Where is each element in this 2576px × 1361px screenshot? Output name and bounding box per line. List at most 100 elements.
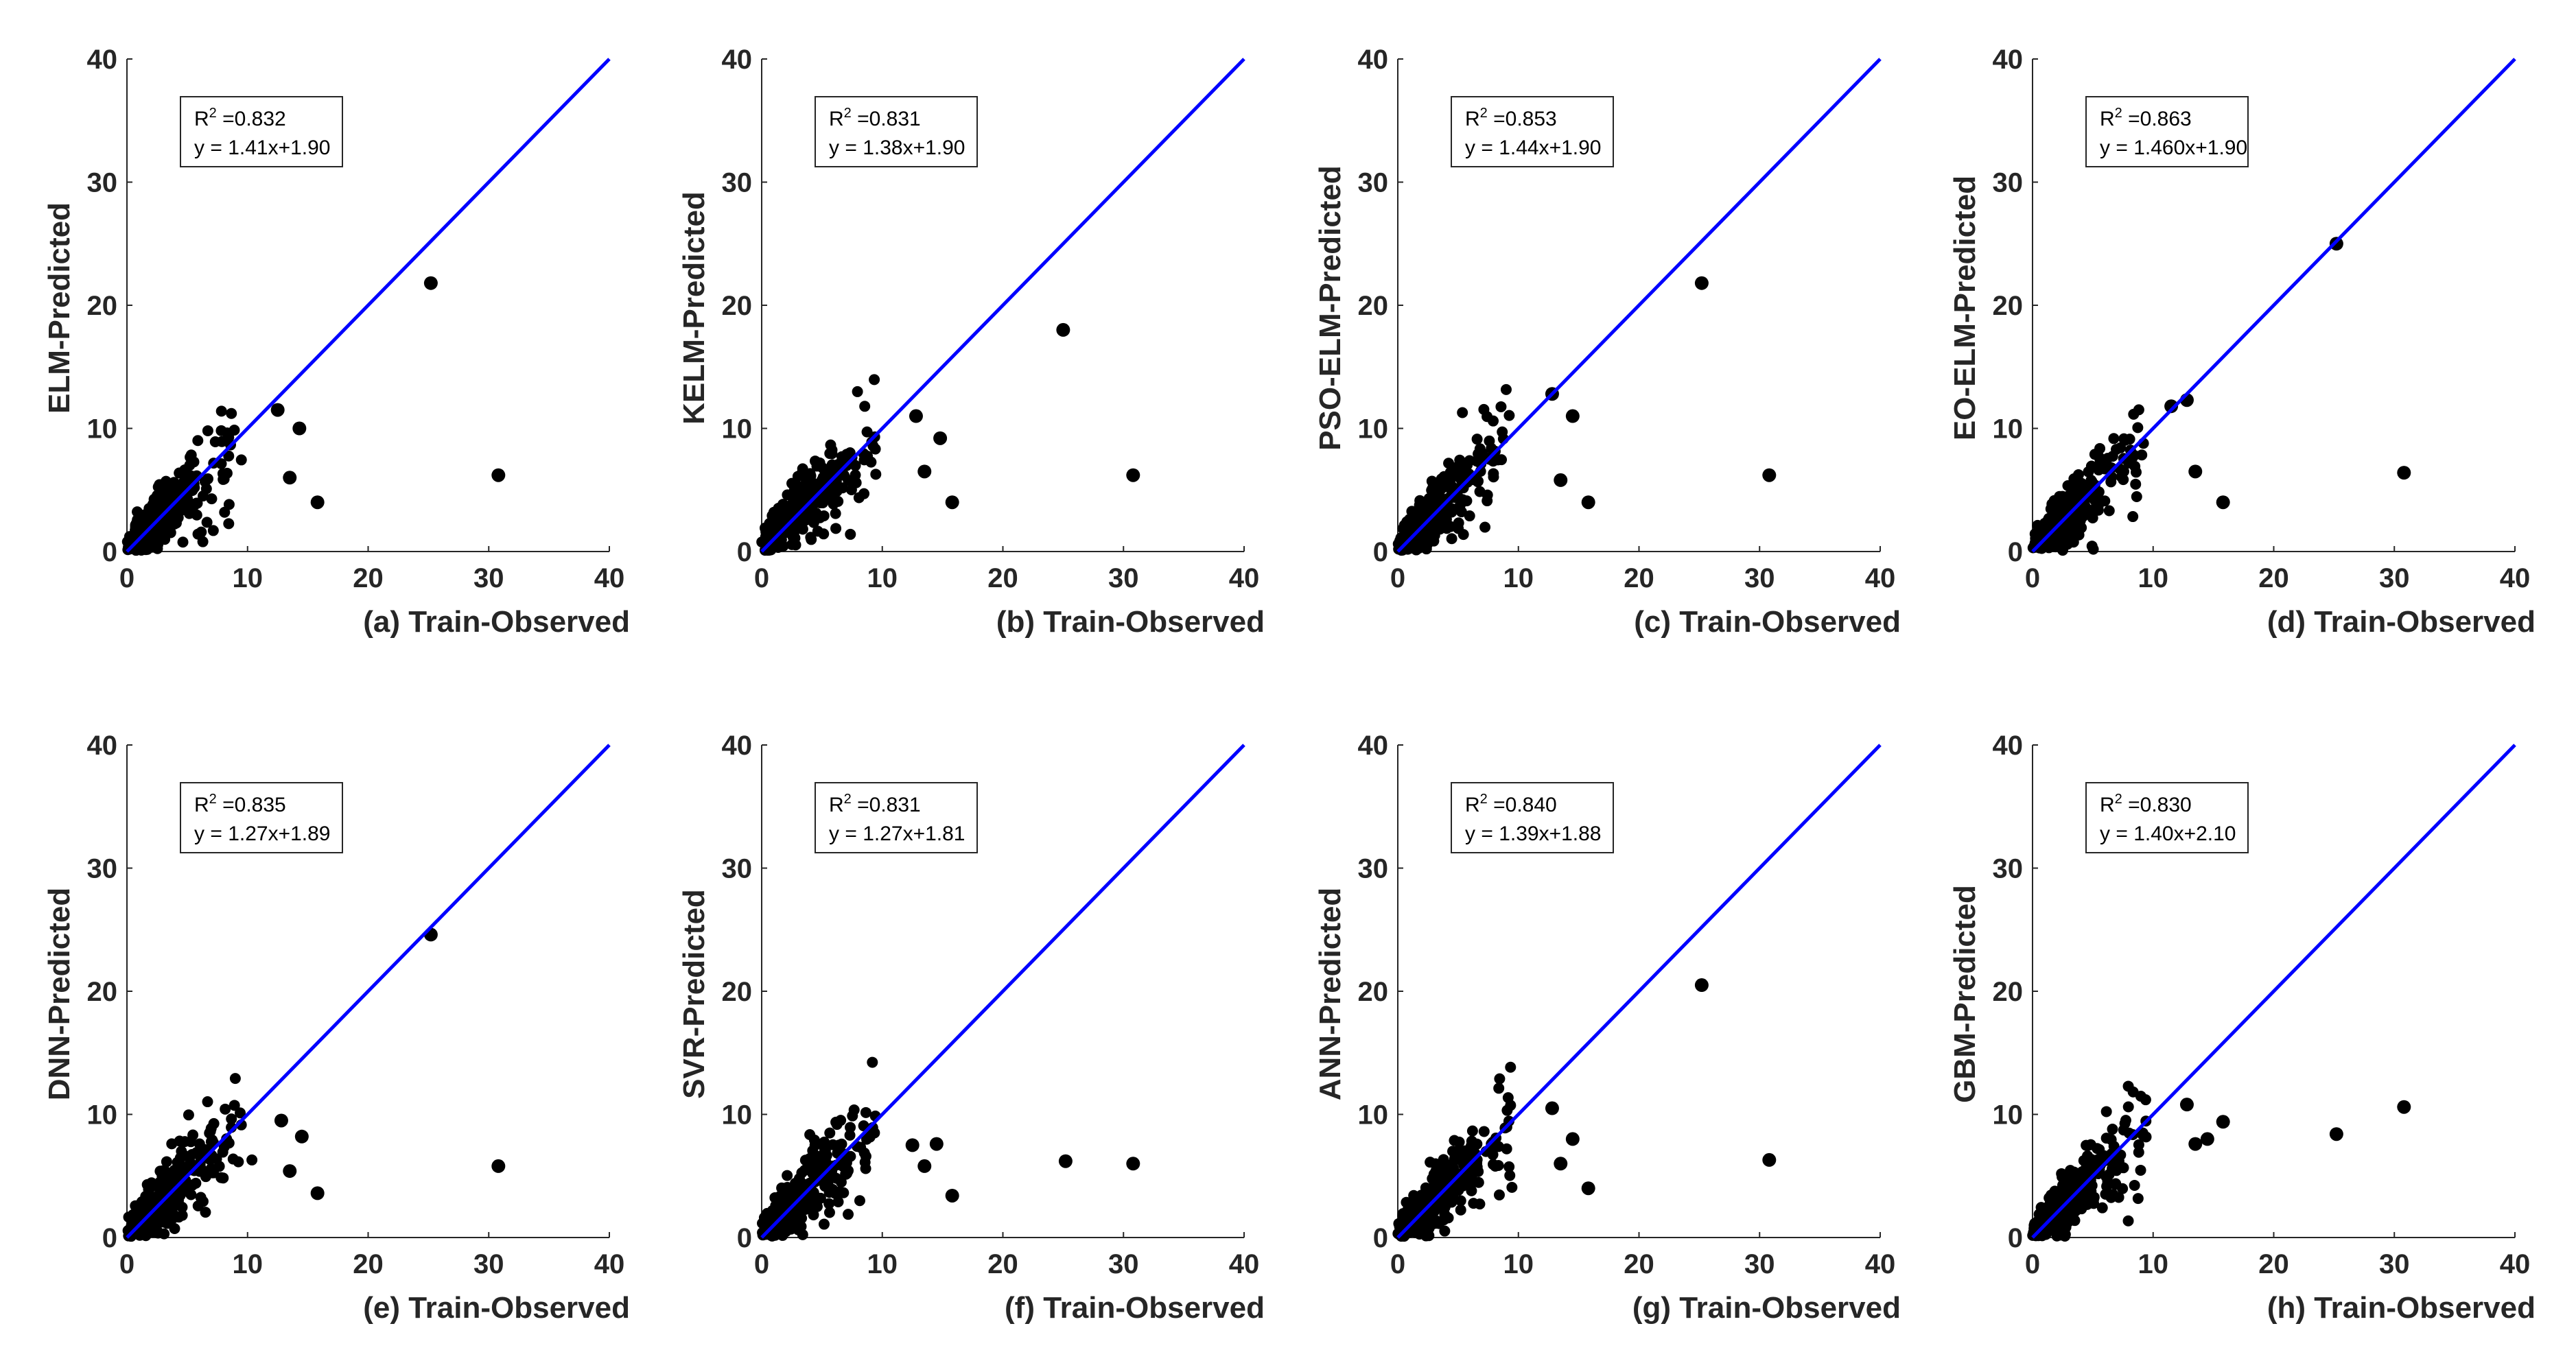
data-point	[208, 1167, 220, 1179]
legend-box	[815, 782, 978, 853]
data-point	[1503, 410, 1515, 421]
data-point	[143, 1183, 154, 1195]
data-point	[1504, 1170, 1516, 1181]
data-point	[2108, 433, 2120, 445]
data-point	[2127, 511, 2139, 523]
x-tick-label: 20	[353, 563, 384, 593]
outlier-point	[905, 1138, 920, 1152]
data-point	[817, 471, 829, 483]
data-point	[1447, 1159, 1458, 1170]
r-squared-superscript: 2	[844, 792, 852, 807]
outlier-point	[491, 1159, 506, 1173]
x-tick-label: 20	[2258, 1249, 2289, 1279]
x-tick-label: 10	[233, 1249, 264, 1279]
r-squared-superscript: 2	[844, 106, 852, 121]
r-squared-superscript: 2	[209, 792, 217, 807]
outlier-point	[1056, 322, 1070, 337]
data-point	[169, 518, 180, 530]
r-squared-symbol: R	[829, 108, 844, 130]
y-tick-label: 20	[87, 977, 118, 1007]
y-tick-label: 30	[87, 168, 118, 198]
data-point	[1488, 1159, 1499, 1170]
data-point	[830, 523, 842, 534]
data-point	[235, 454, 247, 466]
y-tick-label: 0	[1373, 1223, 1388, 1253]
data-point	[838, 1187, 850, 1198]
data-point	[2107, 1124, 2118, 1135]
data-point	[147, 499, 159, 510]
y-tick-label: 0	[102, 537, 117, 567]
data-point	[2100, 1106, 2112, 1117]
data-point	[827, 1139, 839, 1150]
y-tick-label: 40	[722, 731, 753, 761]
r-squared-text: R2 =0.835	[194, 792, 286, 816]
y-tick-label: 10	[87, 1100, 118, 1131]
equation-text: y = 1.40x+2.10	[2100, 822, 2236, 845]
data-point	[2130, 466, 2142, 478]
data-point	[226, 407, 237, 419]
equation-text: y = 1.27x+1.89	[194, 822, 331, 845]
data-point	[202, 1096, 213, 1108]
data-point	[1434, 523, 1446, 535]
r-squared-value: =0.840	[1488, 794, 1557, 816]
data-point	[168, 477, 180, 488]
fit-line	[126, 58, 611, 553]
fit-line	[2031, 744, 2516, 1239]
y-tick-label: 40	[722, 45, 753, 75]
data-point	[184, 460, 196, 471]
outlier-point	[2397, 1100, 2411, 1114]
outlier-point	[2188, 1137, 2203, 1151]
data-point	[823, 1198, 835, 1209]
data-point	[1443, 1167, 1455, 1179]
data-point	[1495, 401, 1507, 412]
x-tick-label: 30	[473, 1249, 504, 1279]
data-point	[223, 450, 235, 462]
data-point	[818, 528, 830, 540]
y-tick-label: 40	[87, 45, 118, 75]
data-point	[2083, 466, 2094, 477]
data-point	[1420, 1182, 1431, 1194]
data-point	[1488, 415, 1499, 427]
data-point	[1425, 1157, 1436, 1168]
data-point	[1478, 403, 1490, 415]
data-point	[200, 483, 212, 495]
y-axis-label: ANN-Predicted	[1313, 888, 1347, 1101]
data-point	[824, 1127, 836, 1139]
data-point	[788, 532, 800, 544]
data-point	[2052, 499, 2063, 510]
x-tick-label: 0	[754, 563, 769, 593]
data-point	[854, 1195, 865, 1207]
equation-text: y = 1.38x+1.90	[829, 137, 965, 159]
outlier-point	[1545, 1101, 1559, 1115]
data-point	[190, 1177, 202, 1189]
x-tick-label: 40	[594, 1249, 625, 1279]
data-point	[2105, 1134, 2117, 1146]
y-tick-label: 40	[87, 731, 118, 761]
outlier-point	[1565, 409, 1580, 423]
x-axis-label: (e) Train-Observed	[363, 1291, 630, 1325]
data-point	[2113, 1192, 2124, 1203]
data-point	[867, 1056, 878, 1068]
data-point	[152, 543, 163, 554]
outlier-point	[2188, 464, 2203, 479]
data-point	[145, 510, 157, 521]
x-tick-label: 30	[1108, 1249, 1139, 1279]
y-tick-label: 10	[1993, 1100, 2024, 1131]
data-point	[191, 1146, 202, 1158]
outlier-point	[1694, 276, 1709, 290]
data-point	[137, 510, 148, 521]
r-squared-superscript: 2	[1480, 106, 1488, 121]
x-tick-label: 30	[473, 563, 504, 593]
data-point	[1453, 517, 1464, 529]
data-point	[169, 507, 181, 519]
data-point	[866, 436, 878, 448]
x-axis-label: (g) Train-Observed	[1632, 1291, 1901, 1325]
outlier-point	[1058, 1154, 1073, 1168]
y-axis-label: PSO-ELM-Predicted	[1313, 165, 1347, 451]
y-tick-label: 20	[1358, 977, 1389, 1007]
y-tick-label: 20	[87, 291, 118, 321]
outlier-point	[2216, 1115, 2230, 1129]
y-tick-label: 0	[2008, 1223, 2023, 1253]
data-point	[1439, 1225, 1451, 1237]
data-point	[192, 435, 204, 447]
